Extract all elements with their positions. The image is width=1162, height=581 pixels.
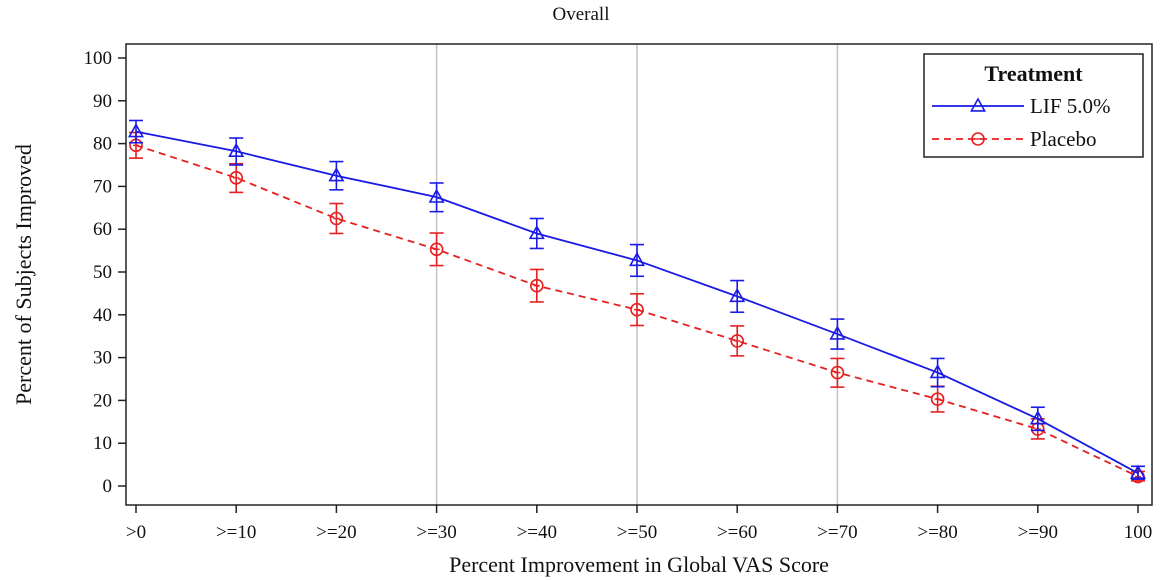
y-tick-label: 10 (93, 433, 112, 454)
x-axis: >0 >=10 >=20 >=30 >=40 >=50 >=60 >=70 >=80 >=90 10… (126, 505, 1152, 543)
error-bar (730, 279, 745, 314)
error-bar (429, 182, 444, 213)
circle-marker (229, 171, 243, 185)
y-tick-label: 50 (93, 262, 112, 283)
x-tick-label: >=70 (817, 522, 857, 543)
chart-title: Overall (552, 4, 610, 25)
circle-marker-ring (529, 278, 544, 293)
circle-marker-ring (429, 242, 444, 257)
y-tick-label: 40 (93, 305, 112, 326)
legend-title: Treatment (984, 61, 1083, 86)
y-tick-label: 30 (93, 348, 112, 369)
legend-label: Placebo (1030, 127, 1096, 151)
triangle-marker (969, 97, 987, 112)
x-tick-label: >=30 (416, 522, 456, 543)
y-tick-label: 20 (93, 390, 112, 411)
circle-marker-ring (830, 365, 845, 380)
x-tick-label: >=20 (316, 522, 356, 543)
triangle-marker (628, 251, 646, 267)
x-tick-label: >=80 (917, 522, 957, 543)
circle-marker (971, 132, 985, 146)
x-tick-label: >=60 (717, 522, 757, 543)
x-tick-label: >=40 (517, 522, 557, 543)
y-tick-label: 0 (103, 476, 113, 497)
circle-marker-ring (630, 302, 644, 317)
y-tick-label: 100 (84, 48, 113, 69)
triangle-marker (1029, 410, 1046, 425)
circle-marker-ring (329, 211, 344, 226)
plot-frame (125, 43, 1153, 506)
triangle-marker (228, 142, 245, 158)
error-bar (529, 217, 544, 250)
triangle-marker (729, 287, 746, 303)
circle-marker (630, 302, 644, 317)
y-tick-label: 70 (93, 176, 112, 197)
y-axis: 0 10 20 30 40 50 60 70 80 90 100 (84, 48, 126, 497)
error-bar (229, 137, 244, 166)
triangle-marker (528, 224, 545, 240)
circle-marker (429, 242, 444, 257)
y-tick-label: 60 (93, 219, 112, 240)
y-tick-label: 80 (93, 134, 112, 155)
circle-marker (830, 365, 845, 380)
x-axis-title: Percent Improvement in Global VAS Score (449, 552, 829, 577)
circle-marker (529, 278, 544, 293)
x-tick-label: >=50 (617, 522, 657, 543)
series-line (135, 144, 1139, 478)
triangle-marker (1129, 464, 1147, 479)
legend-label: LIF 5.0% (1030, 94, 1111, 118)
legend-item: LIF 5.0% (932, 94, 1111, 118)
triangle-marker (929, 363, 946, 379)
legend-item: Placebo (932, 127, 1096, 151)
y-axis-title: Percent of Subjects Improved (11, 144, 36, 405)
circle-marker (329, 211, 344, 226)
error-bar (329, 160, 344, 191)
x-tick-label: 100 (1124, 522, 1153, 543)
x-tick-label: >0 (126, 522, 146, 543)
x-tick-label: >=10 (216, 522, 256, 543)
error-bar (930, 357, 945, 388)
triangle-marker (127, 122, 145, 138)
triangle-marker (428, 188, 445, 203)
legend: Treatment LIF 5.0% Placebo (923, 53, 1144, 158)
triangle-marker (829, 325, 846, 340)
circle-marker-ring (229, 171, 243, 185)
circle-marker-ring (930, 392, 945, 406)
circle-marker-ring (971, 132, 985, 146)
error-bar (830, 318, 845, 350)
x-tick-label: >=90 (1018, 522, 1058, 543)
legend-items: LIF 5.0% Placebo (932, 94, 1111, 151)
error-bar (630, 243, 644, 278)
series-lif-5-0- (127, 119, 1147, 480)
triangle-marker (328, 167, 345, 182)
series-layer (127, 119, 1147, 484)
circle-marker-ring (730, 334, 745, 348)
circle-marker (930, 392, 945, 406)
circle-marker (730, 334, 745, 348)
y-tick-label: 90 (93, 91, 112, 112)
